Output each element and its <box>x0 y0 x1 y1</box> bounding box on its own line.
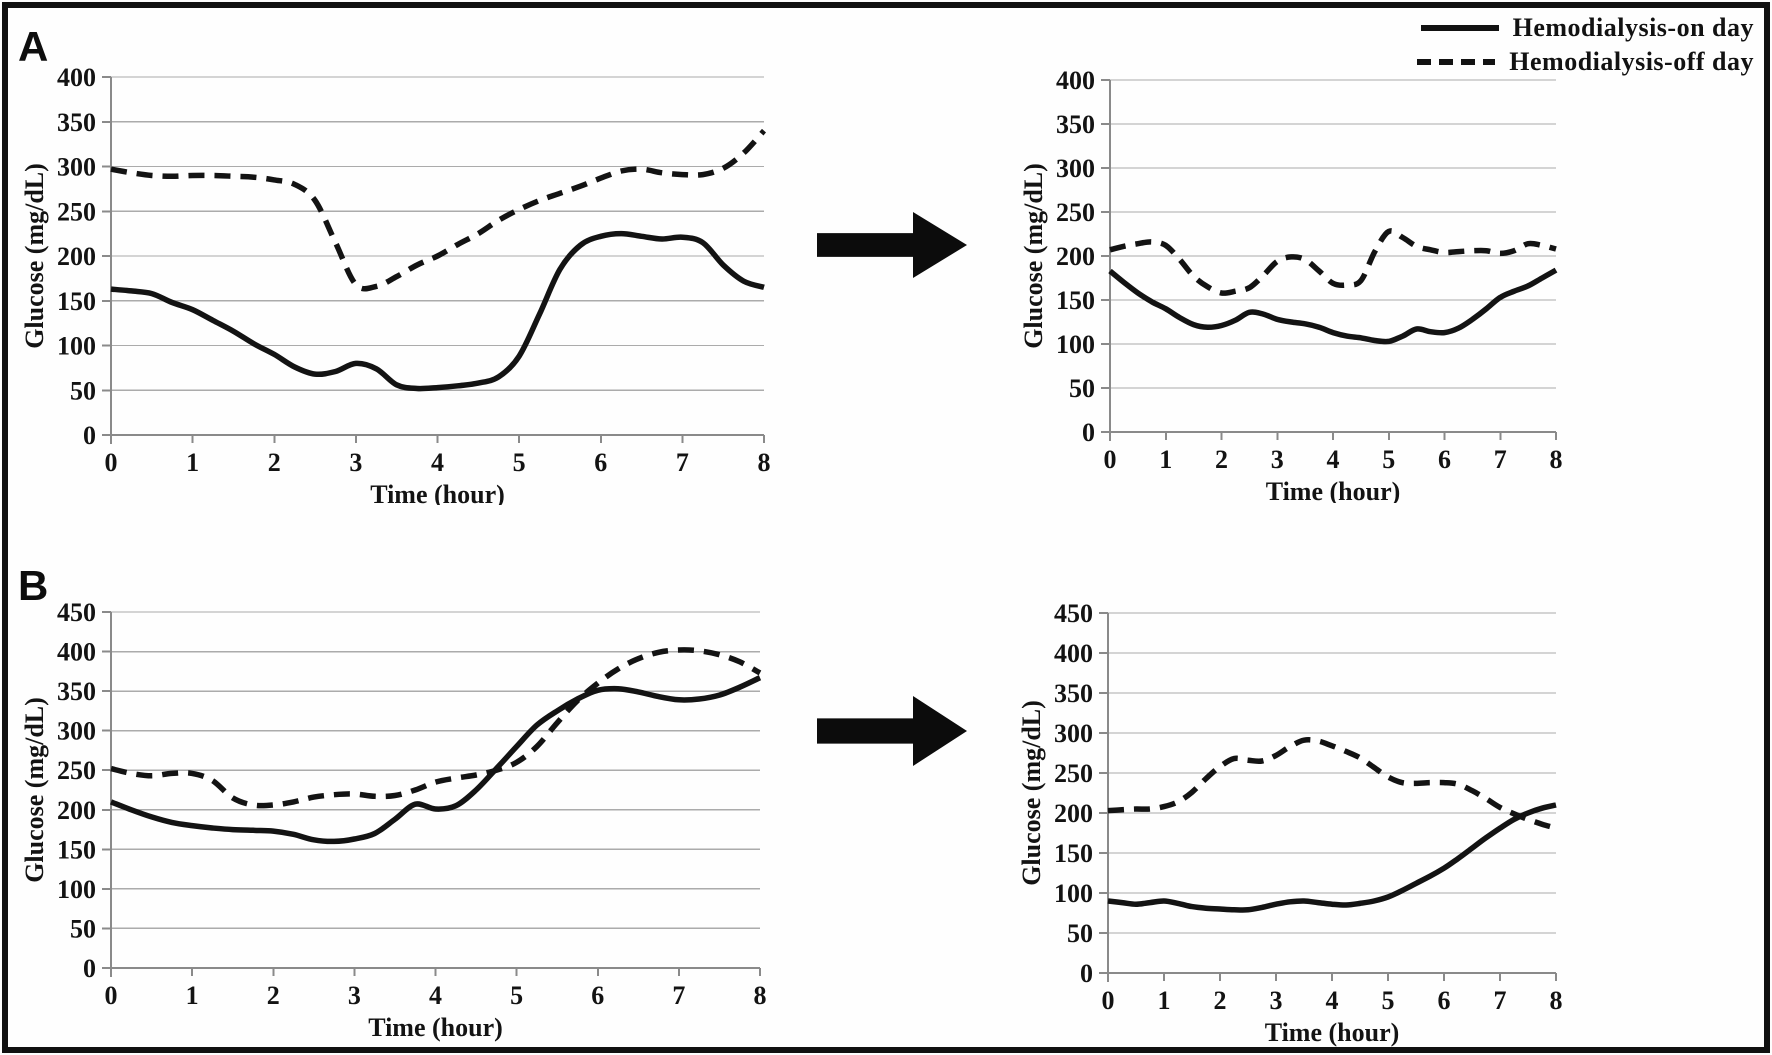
svg-text:200: 200 <box>57 796 96 825</box>
chart-panel-a-after: 0 50 100 150 200 250 300 350 400 0 1 2 3 4 5 6 7 8 Time (h… <box>1008 53 1568 506</box>
svg-text:100: 100 <box>1054 879 1093 908</box>
dashed-line-icon <box>1417 58 1496 65</box>
svg-text:8: 8 <box>758 448 771 477</box>
svg-text:400: 400 <box>57 638 96 667</box>
svg-text:100: 100 <box>1056 330 1095 359</box>
svg-text:7: 7 <box>1494 986 1507 1015</box>
svg-text:Time (hour): Time (hour) <box>370 480 505 505</box>
svg-text:Glucose (mg/dL): Glucose (mg/dL) <box>1019 163 1048 349</box>
svg-text:Time (hour): Time (hour) <box>368 1013 503 1042</box>
svg-text:300: 300 <box>57 153 96 182</box>
svg-text:6: 6 <box>1438 986 1451 1015</box>
panel-b-label: B <box>18 562 49 609</box>
svg-text:2: 2 <box>267 981 280 1010</box>
svg-text:0: 0 <box>83 954 96 983</box>
svg-text:Glucose (mg/dL): Glucose (mg/dL) <box>20 697 49 883</box>
svg-text:200: 200 <box>57 242 96 271</box>
svg-text:8: 8 <box>1550 986 1563 1015</box>
svg-text:250: 250 <box>1054 759 1093 788</box>
svg-text:4: 4 <box>1326 986 1339 1015</box>
svg-text:0: 0 <box>105 448 118 477</box>
svg-text:150: 150 <box>57 287 96 316</box>
right-arrow-icon <box>817 212 967 278</box>
svg-text:50: 50 <box>1067 919 1093 948</box>
svg-text:0: 0 <box>1082 418 1095 447</box>
svg-text:250: 250 <box>57 756 96 785</box>
svg-text:Glucose (mg/dL): Glucose (mg/dL) <box>1017 700 1046 886</box>
svg-text:7: 7 <box>1494 445 1507 474</box>
legend: Hemodialysis-on day Hemodialysis-off day <box>1417 12 1754 77</box>
svg-text:450: 450 <box>57 598 96 627</box>
svg-text:5: 5 <box>510 981 523 1010</box>
legend-label: Hemodialysis-on day <box>1512 12 1754 42</box>
svg-text:400: 400 <box>1056 66 1095 95</box>
svg-text:300: 300 <box>1056 154 1095 183</box>
svg-text:5: 5 <box>1382 986 1395 1015</box>
svg-text:2: 2 <box>268 448 281 477</box>
right-arrow-icon <box>817 696 967 766</box>
svg-text:3: 3 <box>348 981 361 1010</box>
svg-text:300: 300 <box>57 717 96 746</box>
svg-text:100: 100 <box>57 875 96 904</box>
svg-text:150: 150 <box>1056 286 1095 315</box>
svg-text:150: 150 <box>57 835 96 864</box>
svg-text:Time (hour): Time (hour) <box>1265 1018 1400 1047</box>
svg-text:Time (hour): Time (hour) <box>1266 477 1401 503</box>
chart-panel-b-before: 0 50 100 150 200 250 300 350 400 450 0 1 2 3 4 5 6 7 8 Time… <box>20 586 780 1047</box>
svg-text:3: 3 <box>349 448 362 477</box>
svg-text:3: 3 <box>1271 445 1284 474</box>
svg-text:4: 4 <box>429 981 442 1010</box>
svg-text:7: 7 <box>676 448 689 477</box>
svg-text:0: 0 <box>105 981 118 1010</box>
svg-text:1: 1 <box>186 981 199 1010</box>
svg-text:250: 250 <box>57 197 96 226</box>
panel-a-label: A <box>18 23 49 70</box>
svg-text:350: 350 <box>1056 110 1095 139</box>
svg-text:0: 0 <box>83 421 96 450</box>
svg-text:Glucose (mg/dL): Glucose (mg/dL) <box>20 163 49 349</box>
svg-text:2: 2 <box>1214 986 1227 1015</box>
svg-text:0: 0 <box>1104 445 1117 474</box>
svg-text:300: 300 <box>1054 719 1093 748</box>
svg-text:2: 2 <box>1215 445 1228 474</box>
svg-text:6: 6 <box>594 448 607 477</box>
svg-text:0: 0 <box>1080 959 1093 988</box>
legend-label: Hemodialysis-off day <box>1509 46 1754 76</box>
svg-text:1: 1 <box>1158 986 1171 1015</box>
legend-item: Hemodialysis-on day <box>1417 12 1754 43</box>
svg-text:8: 8 <box>754 981 767 1010</box>
svg-text:200: 200 <box>1056 242 1095 271</box>
svg-text:5: 5 <box>1382 445 1395 474</box>
svg-text:1: 1 <box>186 448 199 477</box>
svg-text:50: 50 <box>70 376 96 405</box>
svg-text:6: 6 <box>1438 445 1451 474</box>
svg-text:450: 450 <box>1054 599 1093 628</box>
svg-text:6: 6 <box>591 981 604 1010</box>
chart-panel-a-before: 0 50 100 150 200 250 300 350 400 0 1 2 3 4 5 6 7 8 Time (h… <box>20 50 780 509</box>
svg-text:50: 50 <box>1069 374 1095 403</box>
solid-line-icon <box>1420 24 1499 31</box>
svg-text:150: 150 <box>1054 839 1093 868</box>
svg-text:350: 350 <box>57 677 96 706</box>
svg-text:100: 100 <box>57 332 96 361</box>
svg-text:1: 1 <box>1159 445 1172 474</box>
svg-text:7: 7 <box>672 981 685 1010</box>
svg-text:4: 4 <box>431 448 444 477</box>
svg-text:4: 4 <box>1327 445 1340 474</box>
svg-text:50: 50 <box>70 914 96 943</box>
svg-text:250: 250 <box>1056 198 1095 227</box>
chart-panel-b-after: 0 50 100 150 200 250 300 350 400 450 0 1 2 3 4 5 6 7 8 Time… <box>1008 586 1568 1047</box>
svg-text:400: 400 <box>57 63 96 92</box>
svg-text:5: 5 <box>513 448 526 477</box>
svg-text:200: 200 <box>1054 799 1093 828</box>
svg-text:400: 400 <box>1054 639 1093 668</box>
legend-item: Hemodialysis-off day <box>1417 46 1754 77</box>
svg-text:8: 8 <box>1550 445 1563 474</box>
svg-text:350: 350 <box>57 108 96 137</box>
svg-text:0: 0 <box>1102 986 1115 1015</box>
svg-text:350: 350 <box>1054 679 1093 708</box>
svg-text:3: 3 <box>1270 986 1283 1015</box>
